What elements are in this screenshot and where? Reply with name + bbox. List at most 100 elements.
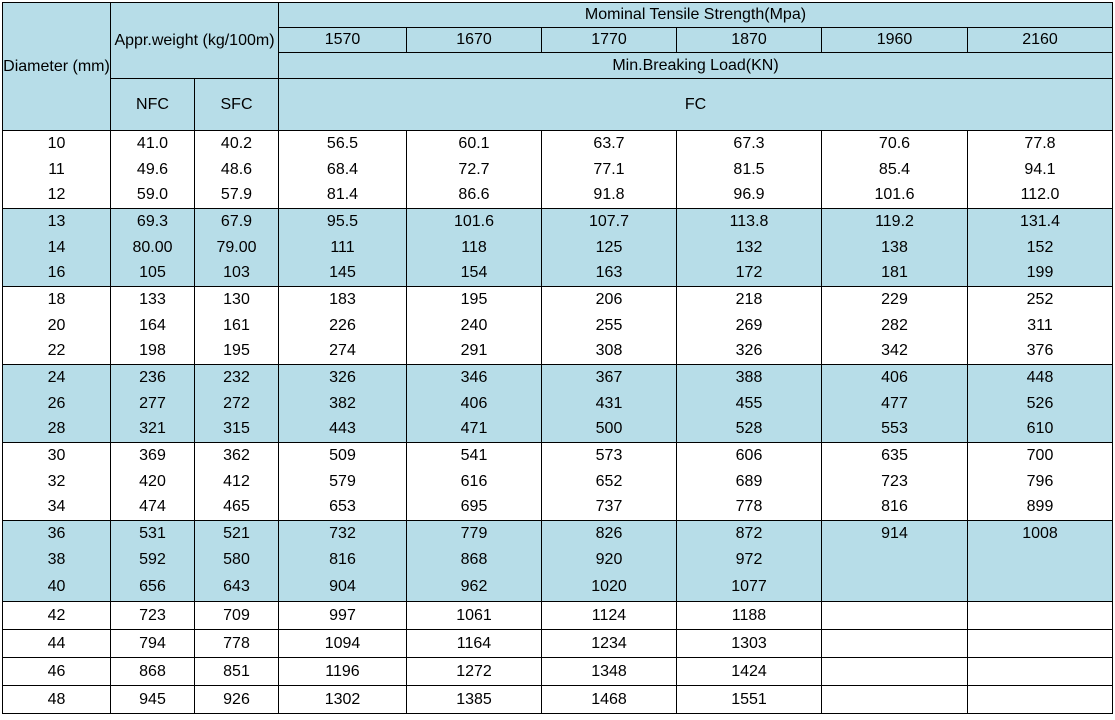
cell-load-1770: 920 [541,546,677,574]
cell-load-2160: 610 [967,416,1113,443]
cell-load-1960: 138 [821,234,968,261]
cell-load-1670: 471 [406,416,542,443]
cell-load-1960: 119.2 [821,208,968,235]
cell-sfc: 778 [194,629,279,658]
cell-diameter: 22 [2,338,111,365]
cell-sfc: 272 [194,390,279,417]
cell-load-1870: 1077 [676,573,822,602]
cell-load-1670: 291 [406,338,542,365]
cell-nfc: 321 [110,416,195,443]
cell-sfc: 851 [194,657,279,686]
cell-load-1570: 382 [278,390,407,417]
cell-diameter: 28 [2,416,111,443]
cell-nfc: 164 [110,312,195,339]
cell-load-1960 [821,657,968,686]
cell-load-1960: 406 [821,364,968,391]
cell-diameter: 26 [2,390,111,417]
cell-load-1670: 1272 [406,657,542,686]
cell-diameter: 24 [2,364,111,391]
cell-load-1870: 1188 [676,601,822,630]
cell-load-1960: 553 [821,416,968,443]
cell-load-2160 [967,601,1113,630]
cell-load-1670: 118 [406,234,542,261]
table-row: 34 474 465 653 695 737 778 816 899 [2,494,1113,521]
cell-diameter: 40 [2,573,111,602]
cell-load-1770: 500 [541,416,677,443]
cell-load-1870: 388 [676,364,822,391]
table-row: 44 794 778 1094 1164 1234 1303 [2,629,1113,658]
cell-load-1870: 606 [676,442,822,469]
header-fc: FC [278,78,1113,131]
cell-load-1770: 826 [541,520,677,547]
cell-load-1570: 274 [278,338,407,365]
cell-load-1770: 652 [541,468,677,495]
cell-load-1870: 96.9 [676,182,822,209]
header-grade-1960: 1960 [821,27,968,53]
cell-load-1770: 737 [541,494,677,521]
cell-diameter: 16 [2,260,111,287]
cell-nfc: 420 [110,468,195,495]
table-row: 40 656 643 904 962 1020 1077 [2,573,1113,602]
cell-load-1770: 255 [541,312,677,339]
table-row: 10 41.0 40.2 56.5 60.1 63.7 67.3 70.6 77.8 [2,130,1113,157]
cell-load-1670: 1385 [406,685,542,714]
cell-load-1570: 145 [278,260,407,287]
cell-load-1670: 101.6 [406,208,542,235]
cell-sfc: 103 [194,260,279,287]
cell-sfc: 412 [194,468,279,495]
cell-load-2160: 526 [967,390,1113,417]
cell-nfc: 531 [110,520,195,547]
cell-load-1570: 1196 [278,657,407,686]
cell-load-1770: 1468 [541,685,677,714]
cell-sfc: 79.00 [194,234,279,261]
cell-load-1870: 1303 [676,629,822,658]
table-row: 12 59.0 57.9 81.4 86.6 91.8 96.9 101.6 112.0 [2,182,1113,209]
table-row: 11 49.6 48.6 68.4 72.7 77.1 81.5 85.4 94.1 [2,156,1113,183]
cell-load-2160: 700 [967,442,1113,469]
cell-sfc: 709 [194,601,279,630]
table-row: 38 592 580 816 868 920 972 [2,546,1113,574]
cell-load-1870: 172 [676,260,822,287]
cell-diameter: 38 [2,546,111,574]
cell-load-2160: 131.4 [967,208,1113,235]
cell-load-1770: 367 [541,364,677,391]
cell-load-1670: 962 [406,573,542,602]
cell-load-1770: 206 [541,286,677,313]
cell-load-1960: 101.6 [821,182,968,209]
cell-nfc: 369 [110,442,195,469]
cell-load-1770: 163 [541,260,677,287]
cell-load-1670: 695 [406,494,542,521]
cell-load-2160: 77.8 [967,130,1113,157]
cell-diameter: 14 [2,234,111,261]
cell-load-1870: 689 [676,468,822,495]
table-row: 48 945 926 1302 1385 1468 1551 [2,685,1113,714]
cell-load-1570: 111 [278,234,407,261]
cell-load-1670: 154 [406,260,542,287]
cell-load-1570: 81.4 [278,182,407,209]
cell-nfc: 105 [110,260,195,287]
cell-load-2160: 899 [967,494,1113,521]
cell-nfc: 133 [110,286,195,313]
header-grade-1570: 1570 [278,27,407,53]
cell-load-1770: 573 [541,442,677,469]
table-row: 16 105 103 145 154 163 172 181 199 [2,260,1113,287]
cell-load-1960: 914 [821,520,968,547]
cell-load-1570: 95.5 [278,208,407,235]
cell-load-1960: 723 [821,468,968,495]
cell-diameter: 32 [2,468,111,495]
cell-load-1960: 282 [821,312,968,339]
cell-load-1670: 868 [406,546,542,574]
cell-diameter: 34 [2,494,111,521]
cell-load-1670: 541 [406,442,542,469]
cell-load-2160: 94.1 [967,156,1113,183]
cell-diameter: 42 [2,601,111,630]
header-nfc: NFC [110,78,195,131]
cell-load-2160 [967,685,1113,714]
cell-load-1770: 1020 [541,573,677,602]
cell-load-1670: 1164 [406,629,542,658]
cell-nfc: 69.3 [110,208,195,235]
header-grade-1770: 1770 [541,27,677,53]
cell-load-1770: 91.8 [541,182,677,209]
table-row: 36 531 521 732 779 826 872 914 1008 [2,520,1113,547]
